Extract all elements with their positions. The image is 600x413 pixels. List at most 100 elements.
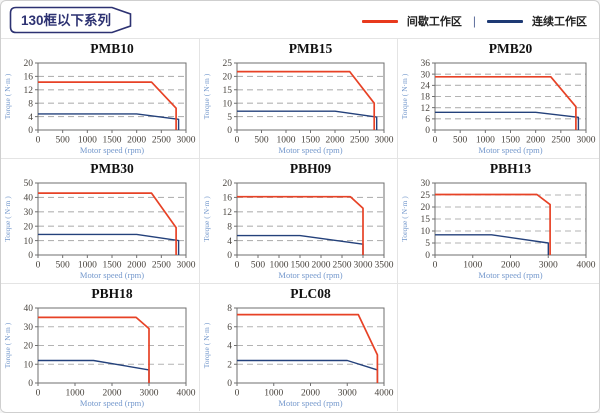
x-tick-label: 0 xyxy=(36,389,41,399)
x-tick-label: 3000 xyxy=(354,261,373,271)
x-tick-label: 1000 xyxy=(463,261,482,271)
y-axis-label: Torque ( N·m ) xyxy=(400,73,409,119)
y-tick-label: 25 xyxy=(223,59,233,69)
x-axis-label: Motor speed (rpm) xyxy=(80,270,144,280)
chart-title: PLC08 xyxy=(290,286,331,301)
x-tick-label: 4000 xyxy=(577,261,596,271)
x-tick-label: 500 xyxy=(254,136,269,146)
x-tick-label: 1000 xyxy=(78,261,97,271)
plot-frame xyxy=(37,62,187,131)
x-tick-label: 2500 xyxy=(333,261,352,271)
chart-title: PMB20 xyxy=(489,41,533,56)
continuous-line-swatch xyxy=(487,19,523,23)
x-tick-label: 2000 xyxy=(526,136,545,146)
x-tick-label: 1500 xyxy=(103,136,122,146)
legend-separator: | xyxy=(472,14,476,28)
x-tick-label: 0 xyxy=(36,261,41,271)
x-tick-label: 1000 xyxy=(277,136,296,146)
series-line-intermittent xyxy=(237,70,376,130)
x-axis-label: Motor speed (rpm) xyxy=(278,270,342,280)
y-tick-label: 20 xyxy=(421,203,431,213)
y-axis-label: Torque ( N·m ) xyxy=(400,196,409,242)
x-tick-label: 500 xyxy=(56,136,71,146)
y-tick-label: 10 xyxy=(24,237,34,247)
chart-title: PMB30 xyxy=(90,161,134,176)
x-tick-label: 500 xyxy=(251,261,266,271)
intermittent-legend-label: 间歇工作区 xyxy=(406,16,462,28)
plot-frame xyxy=(236,182,385,256)
y-tick-label: 10 xyxy=(24,360,34,370)
plot-frame xyxy=(236,62,385,131)
y-tick-label: 0 xyxy=(227,379,232,389)
charts-grid: PMB10 0 4 8 12 16 20 0 500 1000 1500 2000 2500 3000 To… xyxy=(1,38,599,411)
y-tick-label: 30 xyxy=(421,70,431,80)
y-tick-label: 0 xyxy=(227,126,232,136)
chart-PBH09: PBH09 0 4 8 12 16 20 0 500 1000 1500 2000 2500 3000 35… xyxy=(202,161,394,280)
chart-legend: 间歇工作区 | 连续工作区 xyxy=(361,13,587,29)
y-axis-label: Torque ( N·m ) xyxy=(3,73,12,119)
x-tick-label: 0 xyxy=(433,261,438,271)
y-tick-label: 50 xyxy=(24,179,34,189)
x-axis-label: Motor speed (rpm) xyxy=(478,145,542,155)
series-line-intermittent xyxy=(435,75,577,130)
y-tick-label: 6 xyxy=(227,323,232,333)
y-axis-label: Torque ( N·m ) xyxy=(3,196,12,242)
y-tick-label: 30 xyxy=(24,323,34,333)
y-tick-label: 0 xyxy=(227,251,232,261)
chart-cell-PMB15: PMB15 0 5 10 15 20 25 0 500 1000 1500 2000 2500 3000 T… xyxy=(200,39,398,159)
x-tick-label: 1500 xyxy=(301,136,320,146)
y-tick-label: 20 xyxy=(223,179,233,189)
x-tick-label: 2500 xyxy=(350,136,369,146)
y-tick-label: 0 xyxy=(28,379,33,389)
continuous-legend-label: 连续工作区 xyxy=(532,16,587,28)
chart-PBH18: PBH18 0 10 20 30 40 0 1000 2000 3000 4000 Torque ( … xyxy=(3,286,196,408)
y-tick-label: 0 xyxy=(28,126,33,136)
y-tick-label: 4 xyxy=(28,113,33,123)
x-tick-label: 2000 xyxy=(326,136,345,146)
y-tick-label: 8 xyxy=(227,304,232,314)
y-axis-label: Torque ( N·m ) xyxy=(202,322,211,368)
y-tick-label: 0 xyxy=(425,251,430,261)
series-line-continuous xyxy=(435,111,580,130)
x-tick-label: 1000 xyxy=(78,136,97,146)
x-tick-label: 1000 xyxy=(66,389,85,399)
y-tick-label: 6 xyxy=(425,115,430,125)
x-tick-label: 2000 xyxy=(301,389,320,399)
chart-PMB10: PMB10 0 4 8 12 16 20 0 500 1000 1500 2000 2500 3000 To… xyxy=(3,41,196,155)
chart-title: PBH13 xyxy=(490,161,532,176)
x-axis-label: Motor speed (rpm) xyxy=(278,145,342,155)
series-line-continuous xyxy=(237,110,378,130)
y-tick-label: 15 xyxy=(421,215,431,225)
y-axis-label: Torque ( N·m ) xyxy=(202,73,211,119)
intermittent-line-swatch xyxy=(361,19,398,23)
y-tick-label: 5 xyxy=(425,239,430,249)
y-tick-label: 24 xyxy=(421,82,431,92)
x-tick-label: 0 xyxy=(235,389,240,399)
x-tick-label: 1000 xyxy=(264,389,283,399)
y-tick-label: 12 xyxy=(24,86,34,96)
y-tick-label: 8 xyxy=(28,99,33,109)
x-axis-label: Motor speed (rpm) xyxy=(80,398,144,408)
x-tick-label: 1000 xyxy=(270,261,289,271)
series-title-tag: 130框以下系列 xyxy=(9,6,132,34)
y-tick-label: 16 xyxy=(24,73,34,83)
page-header: 130框以下系列 间歇工作区 | 连续工作区 xyxy=(1,1,599,38)
chart-cell-PMB10: PMB10 0 4 8 12 16 20 0 500 1000 1500 2000 2500 3000 To… xyxy=(1,39,200,159)
page-title: 130框以下系列 xyxy=(21,12,111,28)
x-tick-label: 3000 xyxy=(140,389,159,399)
chart-cell-PBH18: PBH18 0 10 20 30 40 0 1000 2000 3000 4000 Torque ( … xyxy=(1,284,200,411)
y-tick-label: 15 xyxy=(223,86,233,96)
series-line-intermittent xyxy=(38,316,150,383)
x-tick-label: 0 xyxy=(36,136,41,146)
chart-PLC08: PLC08 0 2 4 6 8 0 1000 2000 3000 4000 Torque ( N·m … xyxy=(202,286,394,408)
x-tick-label: 2500 xyxy=(152,261,171,271)
y-tick-label: 18 xyxy=(421,93,431,103)
chart-title: PBH09 xyxy=(290,161,332,176)
chart-cell-PMB20: PMB20 0 6 12 18 24 30 36 0 500 1000 1500 2000 2500 300… xyxy=(398,39,599,159)
chart-title: PBH18 xyxy=(91,286,133,301)
y-tick-label: 4 xyxy=(227,237,232,247)
series-line-continuous xyxy=(237,234,364,255)
y-tick-label: 10 xyxy=(223,99,233,109)
y-tick-label: 36 xyxy=(421,59,431,69)
